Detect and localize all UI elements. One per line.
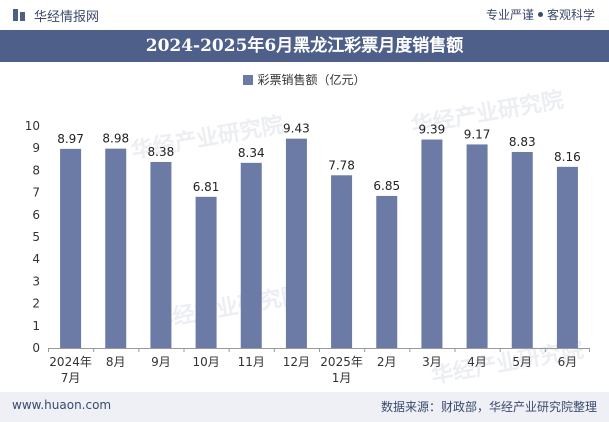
bar — [150, 161, 172, 348]
data-label: 8.34 — [238, 146, 265, 160]
y-tick-label: 6 — [32, 208, 40, 222]
data-label: 9.17 — [464, 127, 491, 141]
bar — [285, 138, 307, 348]
x-tick-label: 2025年 — [320, 355, 363, 369]
bar — [466, 144, 488, 348]
tagline-left: 专业严谨 — [485, 8, 534, 22]
dot-icon — [537, 12, 543, 17]
bar — [331, 175, 353, 348]
x-tick-label: 2024年 — [49, 355, 92, 369]
bar — [105, 148, 127, 348]
brand-name: 华经情报网 — [34, 10, 100, 25]
y-tick-label: 5 — [32, 230, 40, 244]
bar — [240, 162, 262, 348]
tagline: 专业严谨 客观科学 — [486, 6, 595, 23]
x-tick-label: 12月 — [283, 355, 310, 369]
data-label: 8.98 — [102, 132, 129, 146]
x-tick-label: 5月 — [512, 355, 532, 369]
y-tick-label: 7 — [32, 186, 40, 200]
data-label: 6.81 — [193, 180, 220, 194]
tagline-right: 客观科学 — [546, 8, 595, 22]
site-url[interactable]: www.huaon.com — [12, 398, 112, 412]
data-label: 7.78 — [328, 158, 355, 172]
x-tick-label: 2月 — [377, 355, 397, 369]
bar — [376, 195, 398, 348]
top-bar: 华经情报网 专业严谨 客观科学 — [0, 0, 609, 30]
title-bar: 2024-2025年6月黑龙江彩票月度销售额 — [0, 30, 609, 62]
y-tick-label: 0 — [32, 341, 40, 355]
y-tick-label: 9 — [32, 141, 40, 155]
x-tick-label: 8月 — [106, 355, 126, 369]
x-tick-label: 10月 — [192, 355, 219, 369]
y-tick-label: 2 — [32, 297, 40, 311]
bar — [421, 139, 443, 348]
legend-label: 彩票销售额（亿元） — [257, 73, 366, 87]
bar — [195, 196, 217, 348]
bar — [556, 166, 578, 348]
bar — [511, 151, 533, 348]
y-tick-label: 1 — [32, 319, 40, 333]
bar — [60, 148, 82, 348]
y-tick-label: 4 — [32, 252, 40, 266]
data-label: 8.97 — [57, 132, 84, 146]
x-tick-label: 7月 — [61, 371, 81, 385]
x-tick-label: 9月 — [151, 355, 171, 369]
chart-title: 2024-2025年6月黑龙江彩票月度销售额 — [145, 36, 464, 56]
bar-chart: 0 1 2 3 4 5 6 7 8 9 10 8.97 2024年 7月 8.98 8月 8.38 9月 6.81 1… — [25, 119, 590, 385]
x-tick-label: 11月 — [238, 355, 265, 369]
legend-swatch — [243, 74, 254, 85]
brand-logo-icon — [13, 9, 25, 21]
x-tick-label: 6月 — [558, 355, 578, 369]
y-tick-label: 8 — [32, 163, 40, 177]
y-tick-label: 3 — [32, 274, 40, 288]
data-label: 9.39 — [419, 123, 446, 137]
y-tick-label: 10 — [25, 119, 40, 133]
data-source: 数据来源：财政部，华经产业研究院整理 — [380, 400, 597, 414]
data-label: 8.38 — [148, 145, 175, 159]
data-label: 8.83 — [509, 135, 536, 149]
x-tick-label: 3月 — [422, 355, 442, 369]
x-tick-label: 1月 — [332, 371, 352, 385]
data-label: 6.85 — [373, 179, 400, 193]
chart-legend: 彩票销售额（亿元） — [0, 71, 609, 88]
footer-bar: www.huaon.com 数据来源：财政部，华经产业研究院整理 — [0, 392, 609, 422]
data-label: 9.43 — [283, 122, 310, 136]
data-label: 8.16 — [554, 150, 581, 164]
x-tick-label: 4月 — [467, 355, 487, 369]
